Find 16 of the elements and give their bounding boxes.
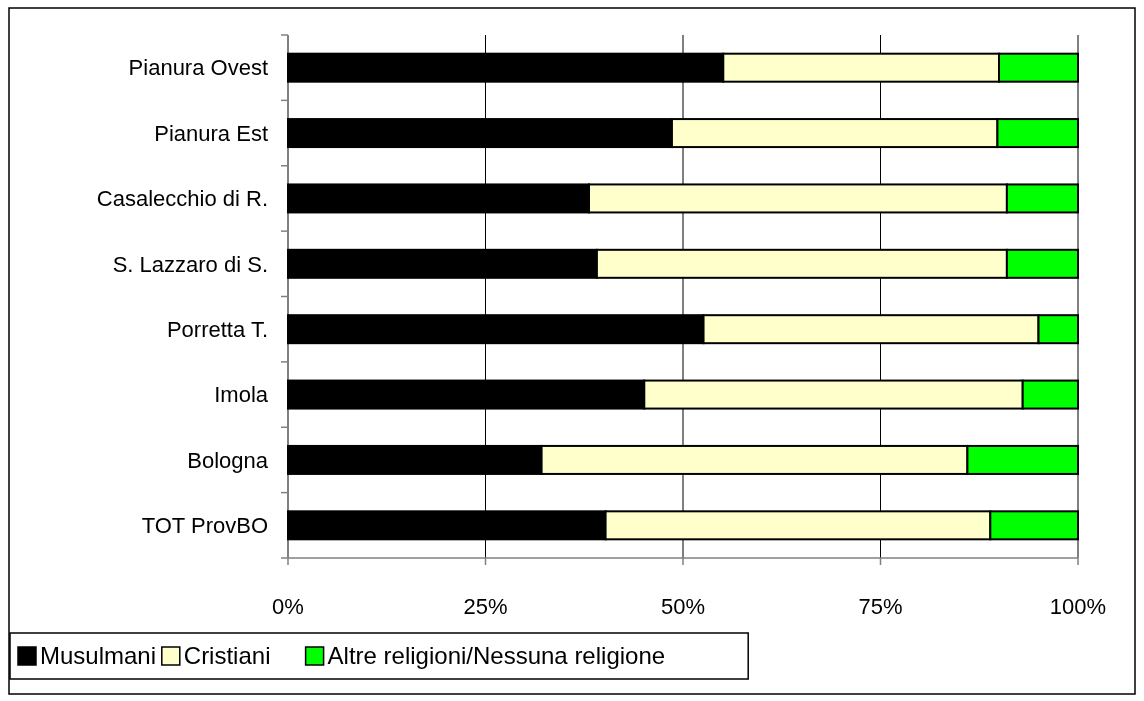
- legend-label: Cristiani: [183, 642, 271, 670]
- y-tick-label: S. Lazzaro di S.: [112, 251, 268, 277]
- y-tick-label: Casalecchio di R.: [96, 186, 268, 212]
- x-tick-label: 100%: [1049, 594, 1107, 619]
- y-tick-label: Pianura Ovest: [128, 55, 268, 81]
- y-tick-label: Bologna: [187, 447, 269, 473]
- x-tick-label: 50%: [660, 594, 706, 619]
- y-tick-label: Pianura Est: [154, 120, 268, 146]
- y-tick-label: Porretta T.: [166, 316, 268, 342]
- y-tick-label: Imola: [214, 382, 269, 408]
- y-tick-label: TOT ProvBO: [141, 513, 268, 539]
- legend-label: Musulmani: [40, 642, 157, 670]
- x-tick-label: 75%: [858, 594, 903, 619]
- x-tick-label: 0%: [272, 594, 304, 619]
- x-tick-label: 25%: [463, 594, 508, 619]
- legend-label: Altre religioni/Nessuna religione: [327, 642, 666, 670]
